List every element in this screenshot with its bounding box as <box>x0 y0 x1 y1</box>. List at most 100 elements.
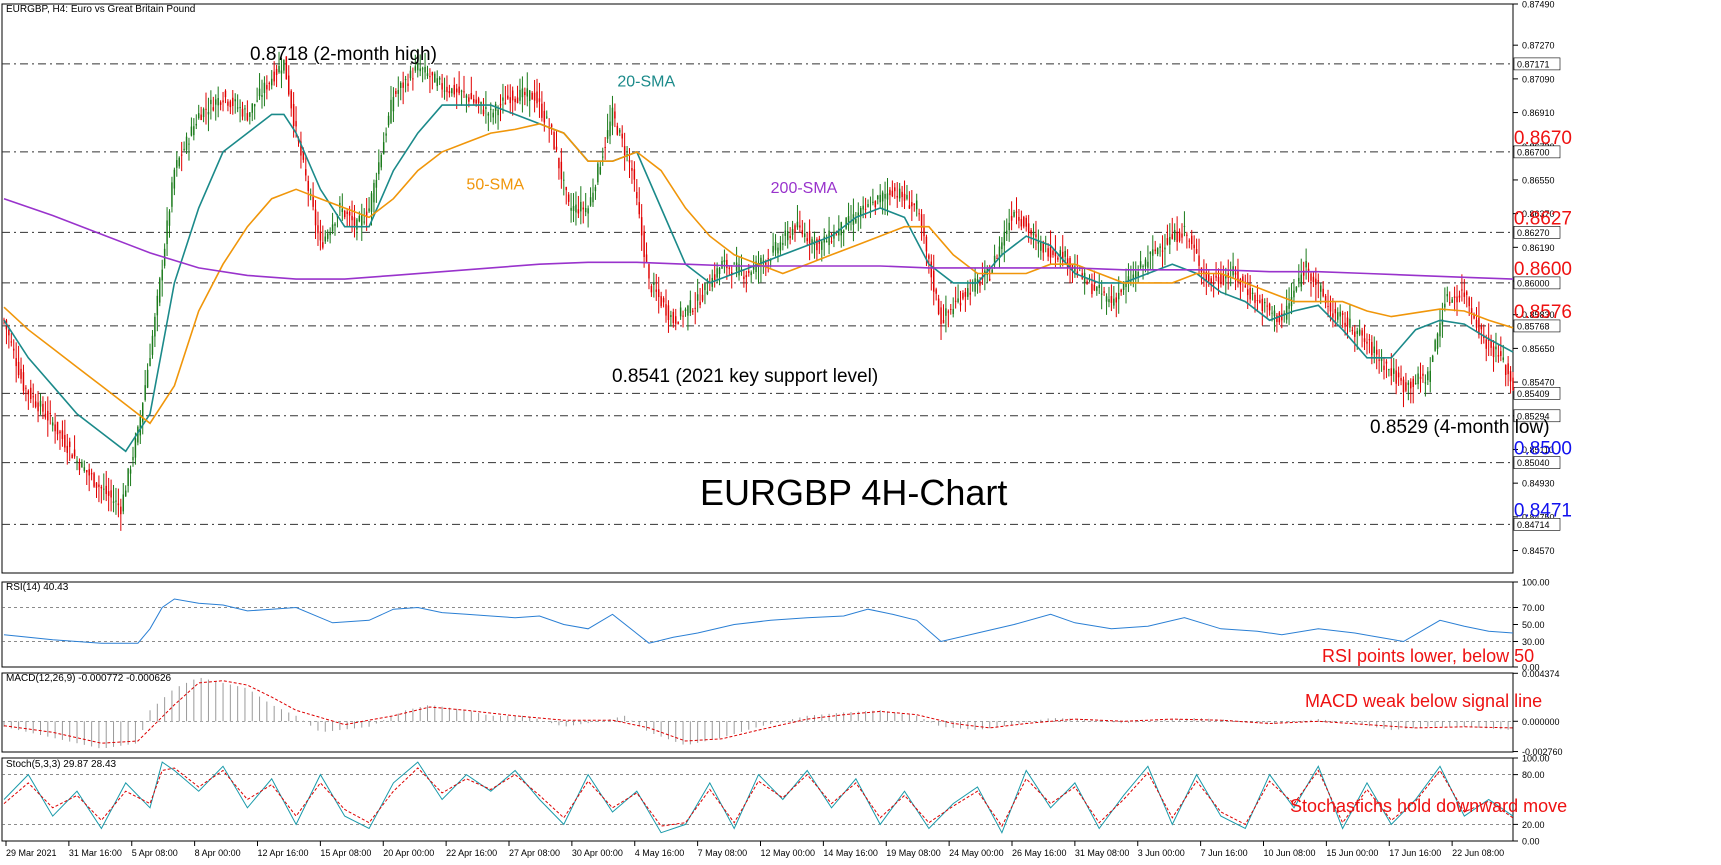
candle-body <box>42 403 44 412</box>
candle-body <box>1322 288 1324 297</box>
level-axis-label: 0.85768 <box>1517 321 1550 331</box>
time-tick-label: 15 Apr 08:00 <box>320 848 371 858</box>
candle-body <box>811 239 813 244</box>
candle-body <box>1125 281 1127 288</box>
candle-body <box>224 90 227 98</box>
annotation-key-support: 0.8541 (2021 key support level) <box>612 366 878 387</box>
candle-body <box>1351 329 1354 331</box>
candle-body <box>1492 346 1495 358</box>
candle-body <box>1378 359 1380 361</box>
level-axis-box <box>1513 456 1561 469</box>
candle-body <box>796 221 799 228</box>
candle-body <box>959 302 962 306</box>
candle-body <box>173 169 176 189</box>
candle-body <box>288 75 290 95</box>
time-tick-label: 20 Apr 00:00 <box>383 848 434 858</box>
candle-body <box>380 154 382 168</box>
candle-body <box>290 90 292 109</box>
candle-body <box>1405 382 1407 391</box>
candle-body <box>1478 317 1480 335</box>
candle-body <box>772 245 774 253</box>
candle-body <box>1497 355 1500 357</box>
candle-body <box>991 269 993 274</box>
candle-body <box>1164 247 1166 250</box>
candle-body <box>898 188 901 199</box>
candle-body <box>1069 257 1071 269</box>
candle-body <box>1344 322 1346 327</box>
candle-body <box>643 231 645 258</box>
candle-body <box>1407 382 1410 385</box>
candle-body <box>1288 303 1290 309</box>
candle-body <box>1237 271 1239 283</box>
candle-body <box>1183 225 1186 227</box>
candle-body <box>414 66 417 71</box>
candle-body <box>434 73 436 83</box>
candle-body <box>453 84 455 95</box>
candle-body <box>901 191 903 198</box>
candle-body <box>1190 235 1193 244</box>
level-axis-label: 0.86000 <box>1517 278 1550 288</box>
level-label: 0.8600 <box>1514 259 1572 280</box>
candle-body <box>1422 373 1424 376</box>
candle-body <box>1380 358 1383 361</box>
candle-body <box>1246 289 1249 296</box>
candle-body <box>1156 248 1159 254</box>
candle-body <box>565 187 567 191</box>
candle-body <box>1113 298 1115 306</box>
candle-body <box>672 311 675 324</box>
candle-body <box>1434 340 1436 351</box>
candle-body <box>10 341 13 343</box>
candle-body <box>1149 251 1152 255</box>
time-tick-label: 17 Jun 16:00 <box>1389 848 1441 858</box>
candle-body <box>482 109 485 115</box>
candle-body <box>891 190 894 197</box>
candle-body <box>1490 340 1492 348</box>
level-axis-label: 0.85294 <box>1517 411 1550 421</box>
candle-body <box>1512 377 1514 391</box>
time-tick-label: 12 Apr 16:00 <box>258 848 309 858</box>
candle-body <box>648 264 650 279</box>
candle-body <box>582 207 584 210</box>
candle-body <box>933 270 935 292</box>
macd-signal-line <box>3 680 1514 744</box>
candle-body <box>665 304 667 316</box>
candle-body <box>387 115 390 126</box>
candle-body <box>1419 376 1422 379</box>
candle-body <box>195 123 198 126</box>
candle-body <box>161 269 163 281</box>
candle-body <box>1025 217 1027 227</box>
candle-body <box>988 278 991 281</box>
candle-body <box>533 92 536 101</box>
candle-body <box>239 107 241 109</box>
candle-body <box>1397 372 1400 378</box>
candle-body <box>232 97 234 107</box>
candle-body <box>1268 303 1271 311</box>
candle-body <box>833 232 835 239</box>
candle-body <box>253 104 256 107</box>
candle-body <box>675 316 677 324</box>
rsi-panel-title: RSI(14) 40.43 <box>6 582 69 593</box>
level-axis-box <box>1513 518 1561 531</box>
candle-body <box>964 291 967 297</box>
candle-body <box>555 146 558 150</box>
candle-body <box>606 130 609 139</box>
candle-body <box>825 241 828 243</box>
candle-body <box>185 136 188 150</box>
candle-body <box>205 108 207 110</box>
candle-body <box>1285 305 1288 320</box>
macd-axis-tick-label: -0.002760 <box>1522 747 1563 757</box>
candle-body <box>1110 296 1113 303</box>
candle-body <box>115 500 117 502</box>
candle-body <box>300 141 302 156</box>
candle-body <box>682 315 684 317</box>
candle-body <box>1470 308 1473 314</box>
time-tick-label: 7 Jun 16:00 <box>1201 848 1248 858</box>
candle-body <box>307 180 309 191</box>
candle-body <box>37 402 39 412</box>
level-axis-label: 0.84714 <box>1517 520 1550 530</box>
candle-body <box>886 193 889 200</box>
candle-body <box>911 202 913 207</box>
candle-body <box>723 260 726 263</box>
candle-body <box>923 226 925 237</box>
candle-body <box>845 217 847 229</box>
